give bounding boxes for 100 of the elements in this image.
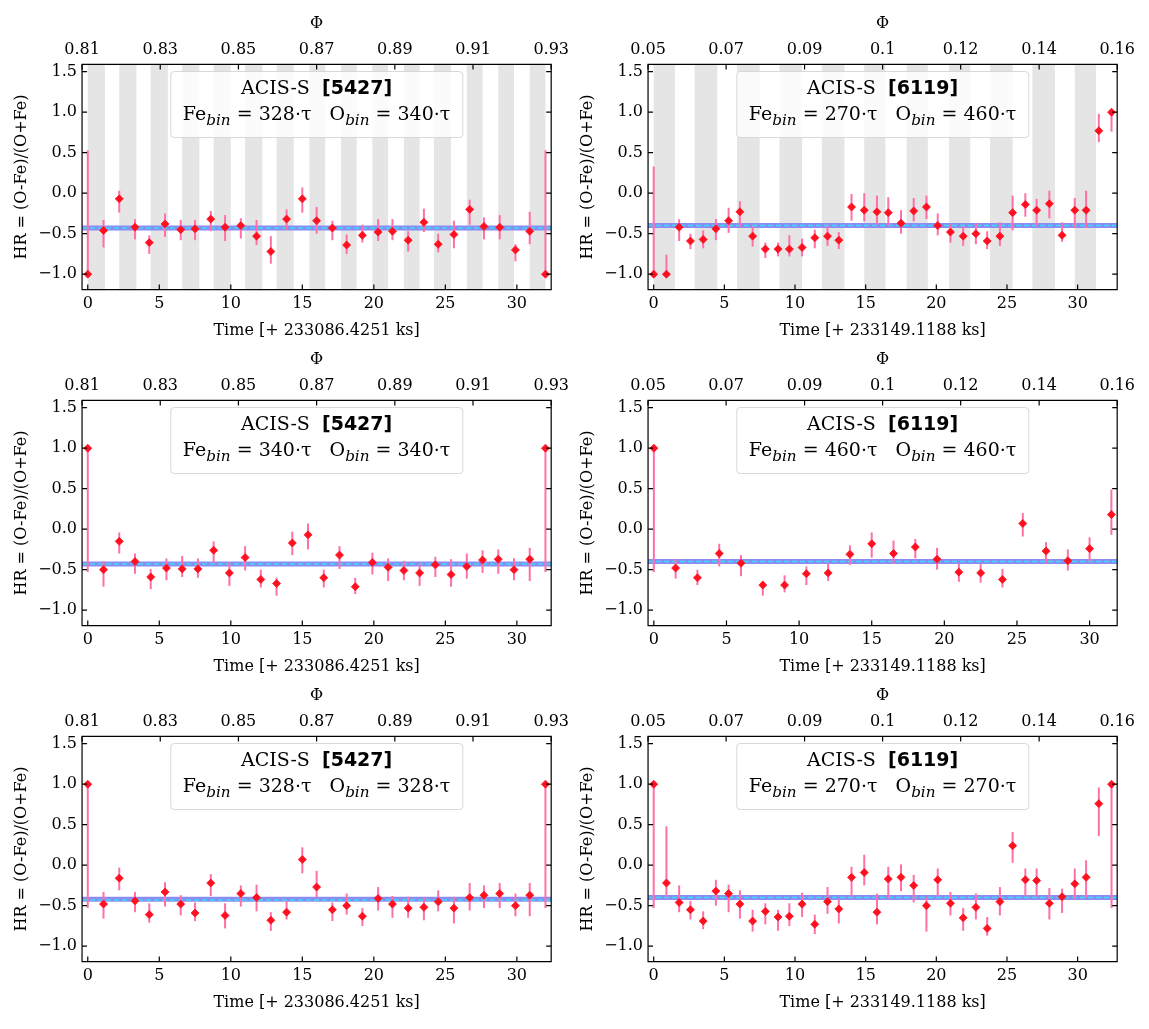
x2-tick-label: 0.09 bbox=[786, 38, 823, 58]
point bbox=[1008, 841, 1018, 851]
y-tick-label: 0.0 bbox=[51, 182, 78, 202]
y-tick-label: −0.5 bbox=[38, 558, 78, 578]
point bbox=[419, 217, 429, 227]
point bbox=[403, 903, 413, 913]
annotation: ACIS-S [5427] bbox=[240, 747, 394, 773]
x-tick-label: 15 bbox=[855, 293, 876, 313]
point bbox=[686, 905, 695, 915]
point bbox=[933, 875, 943, 885]
point bbox=[297, 194, 307, 204]
x-tick-label: 10 bbox=[220, 629, 241, 649]
point bbox=[541, 779, 550, 789]
x-tick-label: 20 bbox=[934, 629, 955, 649]
point bbox=[1020, 200, 1030, 209]
point bbox=[130, 557, 140, 566]
point bbox=[1107, 779, 1116, 789]
point bbox=[252, 231, 261, 241]
annotation: ACIS-S [6119] bbox=[806, 75, 960, 101]
y-axis-title: HR = (O-Fe)/(O+Fe) bbox=[576, 94, 596, 260]
point bbox=[206, 214, 216, 224]
point bbox=[193, 564, 203, 574]
point bbox=[403, 235, 413, 245]
point bbox=[478, 555, 487, 565]
point bbox=[674, 898, 684, 907]
point bbox=[373, 227, 383, 237]
point bbox=[823, 568, 833, 578]
annotation: Fe$_{bin}$ = 460·τ O$_{bin}$ = 460·τ bbox=[748, 437, 1017, 468]
point bbox=[1044, 898, 1054, 908]
y-axis-title: HR = (O-Fe)/(O+Fe) bbox=[10, 766, 30, 932]
annotation: Fe$_{bin}$ = 340·τ O$_{bin}$ = 340·τ bbox=[182, 437, 451, 468]
point bbox=[383, 562, 393, 572]
x-tick-label: 30 bbox=[1079, 629, 1100, 649]
point bbox=[1044, 199, 1054, 209]
x2-tick-label: 0.1 bbox=[869, 374, 896, 394]
point bbox=[144, 238, 154, 248]
point bbox=[479, 222, 489, 231]
point bbox=[711, 886, 721, 896]
point bbox=[760, 244, 770, 254]
point bbox=[130, 222, 140, 232]
point bbox=[342, 901, 352, 911]
point bbox=[998, 575, 1007, 584]
x-tick-label: 15 bbox=[861, 629, 882, 649]
point bbox=[99, 565, 108, 575]
point bbox=[773, 244, 783, 254]
point bbox=[297, 855, 307, 864]
point bbox=[872, 207, 882, 217]
point bbox=[256, 575, 266, 584]
point bbox=[220, 911, 230, 920]
point bbox=[114, 873, 124, 883]
x2-axis-title: Φ bbox=[876, 12, 890, 32]
x2-tick-label: 0.89 bbox=[377, 38, 413, 58]
point bbox=[541, 269, 550, 279]
annotation: Fe$_{bin}$ = 270·τ O$_{bin}$ = 270·τ bbox=[748, 773, 1017, 804]
point bbox=[867, 539, 877, 549]
point bbox=[773, 912, 783, 922]
point bbox=[252, 893, 261, 902]
point bbox=[462, 562, 472, 571]
point bbox=[995, 897, 1005, 907]
y-tick-label: −0.5 bbox=[38, 894, 78, 914]
point bbox=[810, 919, 820, 929]
x-tick-label: 0 bbox=[82, 293, 93, 313]
point bbox=[797, 899, 807, 909]
point bbox=[1018, 519, 1028, 528]
point bbox=[883, 874, 893, 884]
x2-axis-title: Φ bbox=[876, 348, 890, 368]
x-tick-label: 5 bbox=[154, 293, 165, 313]
point bbox=[834, 904, 844, 914]
point bbox=[282, 907, 291, 917]
y-tick-label: −1.0 bbox=[604, 599, 644, 619]
x2-tick-label: 0.91 bbox=[455, 38, 491, 58]
point bbox=[760, 906, 770, 916]
point bbox=[206, 878, 216, 888]
point bbox=[932, 554, 942, 564]
y-tick-label: 0.5 bbox=[617, 813, 644, 833]
x2-axis-title: Φ bbox=[876, 684, 890, 704]
point bbox=[399, 566, 409, 575]
point bbox=[823, 231, 832, 241]
point bbox=[177, 564, 187, 574]
point bbox=[1057, 892, 1067, 902]
y-tick-label: 0.0 bbox=[617, 182, 644, 202]
point bbox=[190, 908, 200, 918]
x2-tick-label: 0.85 bbox=[220, 710, 257, 730]
point bbox=[758, 580, 768, 590]
point bbox=[872, 907, 882, 917]
point bbox=[662, 878, 671, 888]
x2-tick-label: 0.12 bbox=[942, 38, 979, 58]
y-tick-label: −1.0 bbox=[38, 263, 78, 283]
point bbox=[995, 231, 1005, 241]
y-tick-label: 1.5 bbox=[51, 60, 78, 80]
point bbox=[511, 901, 520, 911]
point bbox=[698, 916, 708, 926]
point bbox=[649, 779, 659, 789]
annotation: Fe$_{bin}$ = 328·τ O$_{bin}$ = 328·τ bbox=[182, 773, 451, 804]
x-tick-label: 10 bbox=[784, 965, 806, 985]
point bbox=[801, 569, 811, 579]
x2-tick-label: 0.07 bbox=[708, 38, 744, 58]
point bbox=[982, 236, 992, 246]
x-tick-label: 20 bbox=[926, 293, 947, 313]
point bbox=[810, 233, 820, 243]
